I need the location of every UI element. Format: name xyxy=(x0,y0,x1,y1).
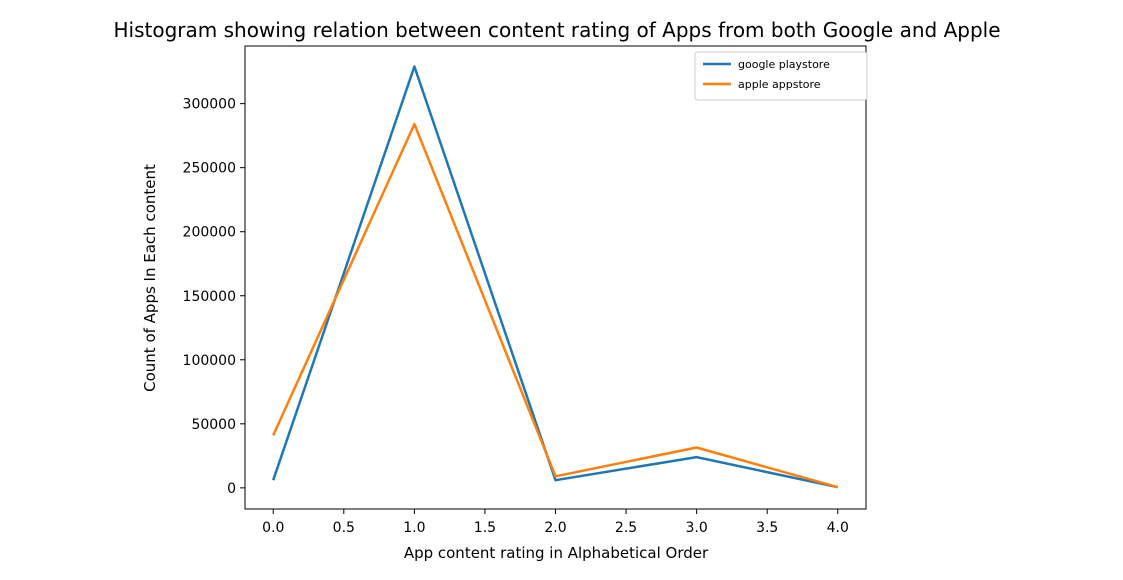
series-lines xyxy=(272,65,839,489)
x-tick-label: 4.0 xyxy=(827,520,849,536)
x-tick-label: 0.5 xyxy=(333,520,355,536)
x-tick-label: 3.0 xyxy=(686,520,708,536)
plot-area xyxy=(244,45,867,510)
legend: google playstore apple appstore xyxy=(694,51,868,101)
x-tick-label: 0.0 xyxy=(262,520,284,536)
legend-label: google playstore xyxy=(738,58,830,71)
x-tick-label: 2.5 xyxy=(615,520,637,536)
y-tick-label: 150000 xyxy=(183,289,236,305)
y-tick-label: 300000 xyxy=(183,97,236,113)
legend-box xyxy=(694,51,868,101)
x-axis-label: App content rating in Alphabetical Order xyxy=(404,544,709,562)
series-line-apple-appstore xyxy=(272,122,839,489)
y-tick-label: 50000 xyxy=(191,417,236,433)
chart-title: Histogram showing relation between conte… xyxy=(113,18,1000,42)
x-tick-label: 1.0 xyxy=(403,520,425,536)
legend-label: apple appstore xyxy=(738,78,821,91)
series-line-google-playstore xyxy=(272,65,839,489)
y-tick-label: 0 xyxy=(227,481,236,497)
y-tick-label: 250000 xyxy=(183,161,236,177)
x-axis-ticks: 0.0 0.5 1.0 1.5 2.0 2.5 3.0 3.5 4.0 xyxy=(262,509,849,536)
y-tick-label: 100000 xyxy=(183,353,236,369)
x-tick-label: 2.0 xyxy=(544,520,566,536)
x-tick-label: 1.5 xyxy=(474,520,496,536)
y-tick-label: 200000 xyxy=(183,225,236,241)
y-axis-ticks: 0 50000 100000 150000 200000 250000 300000 xyxy=(183,97,245,497)
y-axis-label: Count of Apps In Each content xyxy=(141,164,159,392)
x-tick-label: 3.5 xyxy=(756,520,778,536)
